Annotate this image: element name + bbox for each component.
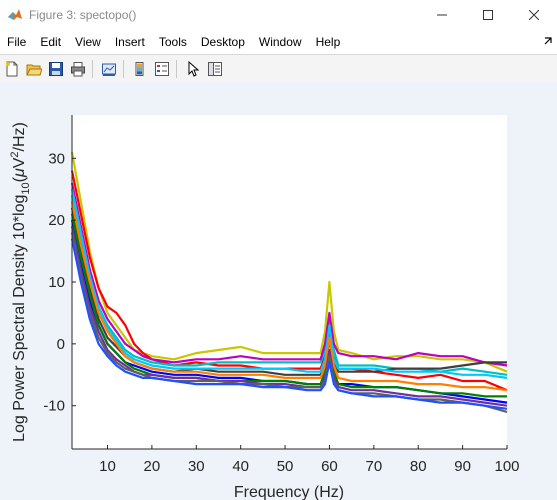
link-plot-icon: [102, 63, 116, 76]
window-title: Figure 3: spectopo(): [29, 8, 137, 22]
menu-tools[interactable]: Tools: [158, 35, 187, 49]
menu-help[interactable]: Help: [315, 35, 341, 49]
spectrum-plot: 10 20 30 40 50 60 70 80 90 100 -10 0 10 20 30 Frequen…: [9, 115, 520, 500]
y-label-part: (: [11, 176, 28, 182]
x-tick-label: 20: [144, 458, 161, 475]
x-tick-label: 70: [365, 458, 382, 475]
insert-colorbar-button[interactable]: [130, 59, 150, 79]
x-ticks: 10 20 30 40 50 60 70 80 90 100: [99, 445, 520, 475]
insert-legend-icon: [155, 61, 169, 76]
save-icon: [49, 61, 63, 76]
y-tick-label: -10: [43, 398, 65, 415]
maximize-icon: [483, 10, 493, 20]
x-tick-label: 80: [410, 458, 427, 475]
minimize-icon: [437, 14, 447, 16]
y-label-part: μ: [11, 168, 28, 178]
print-button[interactable]: [68, 59, 88, 79]
link-plot-button[interactable]: [99, 59, 119, 79]
spectrum-series-line: [70, 226, 508, 407]
series-layer: [70, 151, 508, 413]
y-tick-label: 20: [48, 212, 65, 229]
title-bar: Figure 3: spectopo(): [0, 0, 557, 30]
menu-window[interactable]: Window: [258, 35, 302, 49]
property-inspector-button[interactable]: [205, 59, 225, 79]
new-figure-button[interactable]: [2, 59, 22, 79]
spectrum-series-line: [70, 182, 508, 367]
spectrum-series-line: [70, 213, 507, 398]
insert-legend-button[interactable]: [152, 59, 172, 79]
close-button[interactable]: [511, 0, 557, 30]
open-button[interactable]: [24, 59, 44, 79]
y-label-part: V: [11, 157, 28, 168]
y-label-part: 10: [20, 182, 32, 194]
insert-colorbar-icon: [135, 61, 144, 76]
property-inspector-icon: [208, 61, 222, 76]
menu-bar: File Edit View Insert Tools Desktop Wind…: [0, 30, 557, 54]
save-button[interactable]: [46, 59, 66, 79]
menu-file[interactable]: File: [7, 35, 27, 49]
menu-edit[interactable]: Edit: [40, 35, 62, 49]
spectrum-series-line: [70, 151, 508, 373]
y-label-part: /Hz): [11, 122, 28, 151]
x-tick-label: 30: [188, 458, 205, 475]
close-icon: [529, 10, 539, 20]
y-label-part: 2: [9, 151, 21, 157]
maximize-button[interactable]: [465, 0, 511, 30]
x-tick-label: 50: [277, 458, 294, 475]
y-axis-label: Log Power Spectral Density 10*log10(μV2/…: [9, 122, 32, 442]
x-axis-label: Frequency (Hz): [234, 484, 344, 500]
minimize-button[interactable]: [419, 0, 465, 30]
menu-insert[interactable]: Insert: [114, 35, 145, 49]
edit-pointer-icon: [188, 60, 200, 77]
y-tick-label: 30: [48, 150, 65, 167]
toolbar-separator: [176, 59, 177, 78]
x-tick-label: 90: [454, 458, 471, 475]
arrow-icon[interactable]: [543, 35, 553, 45]
spectrum-series-line: [70, 201, 508, 392]
x-tick-label: 10: [99, 458, 116, 475]
spectrum-series-line: [70, 188, 508, 379]
print-icon: [71, 61, 85, 76]
open-icon: [26, 64, 42, 75]
y-ticks: -10 0 10 20 30: [43, 150, 76, 415]
menu-desktop[interactable]: Desktop: [200, 35, 245, 49]
x-tick-label: 60: [321, 458, 338, 475]
spectrum-series-line: [70, 238, 508, 410]
toolbar-separator: [92, 59, 93, 78]
figure-canvas: 10 20 30 40 50 60 70 80 90 100 -10 0 10 20 30 Frequen…: [0, 82, 557, 500]
toolbar-separator: [123, 59, 124, 78]
x-tick-label: 40: [232, 458, 249, 475]
toolbar: [0, 54, 557, 83]
spectrum-series-line: [70, 207, 507, 376]
y-tick-label: 10: [48, 274, 65, 291]
y-tick-label: 0: [57, 336, 65, 353]
matlab-icon: [8, 9, 22, 20]
menu-view[interactable]: View: [75, 35, 101, 49]
x-tick-label: 100: [494, 458, 519, 475]
edit-pointer-button[interactable]: [183, 59, 203, 79]
y-label-part: Log Power Spectral Density 10*log: [11, 195, 28, 442]
new-figure-icon: [6, 61, 18, 76]
